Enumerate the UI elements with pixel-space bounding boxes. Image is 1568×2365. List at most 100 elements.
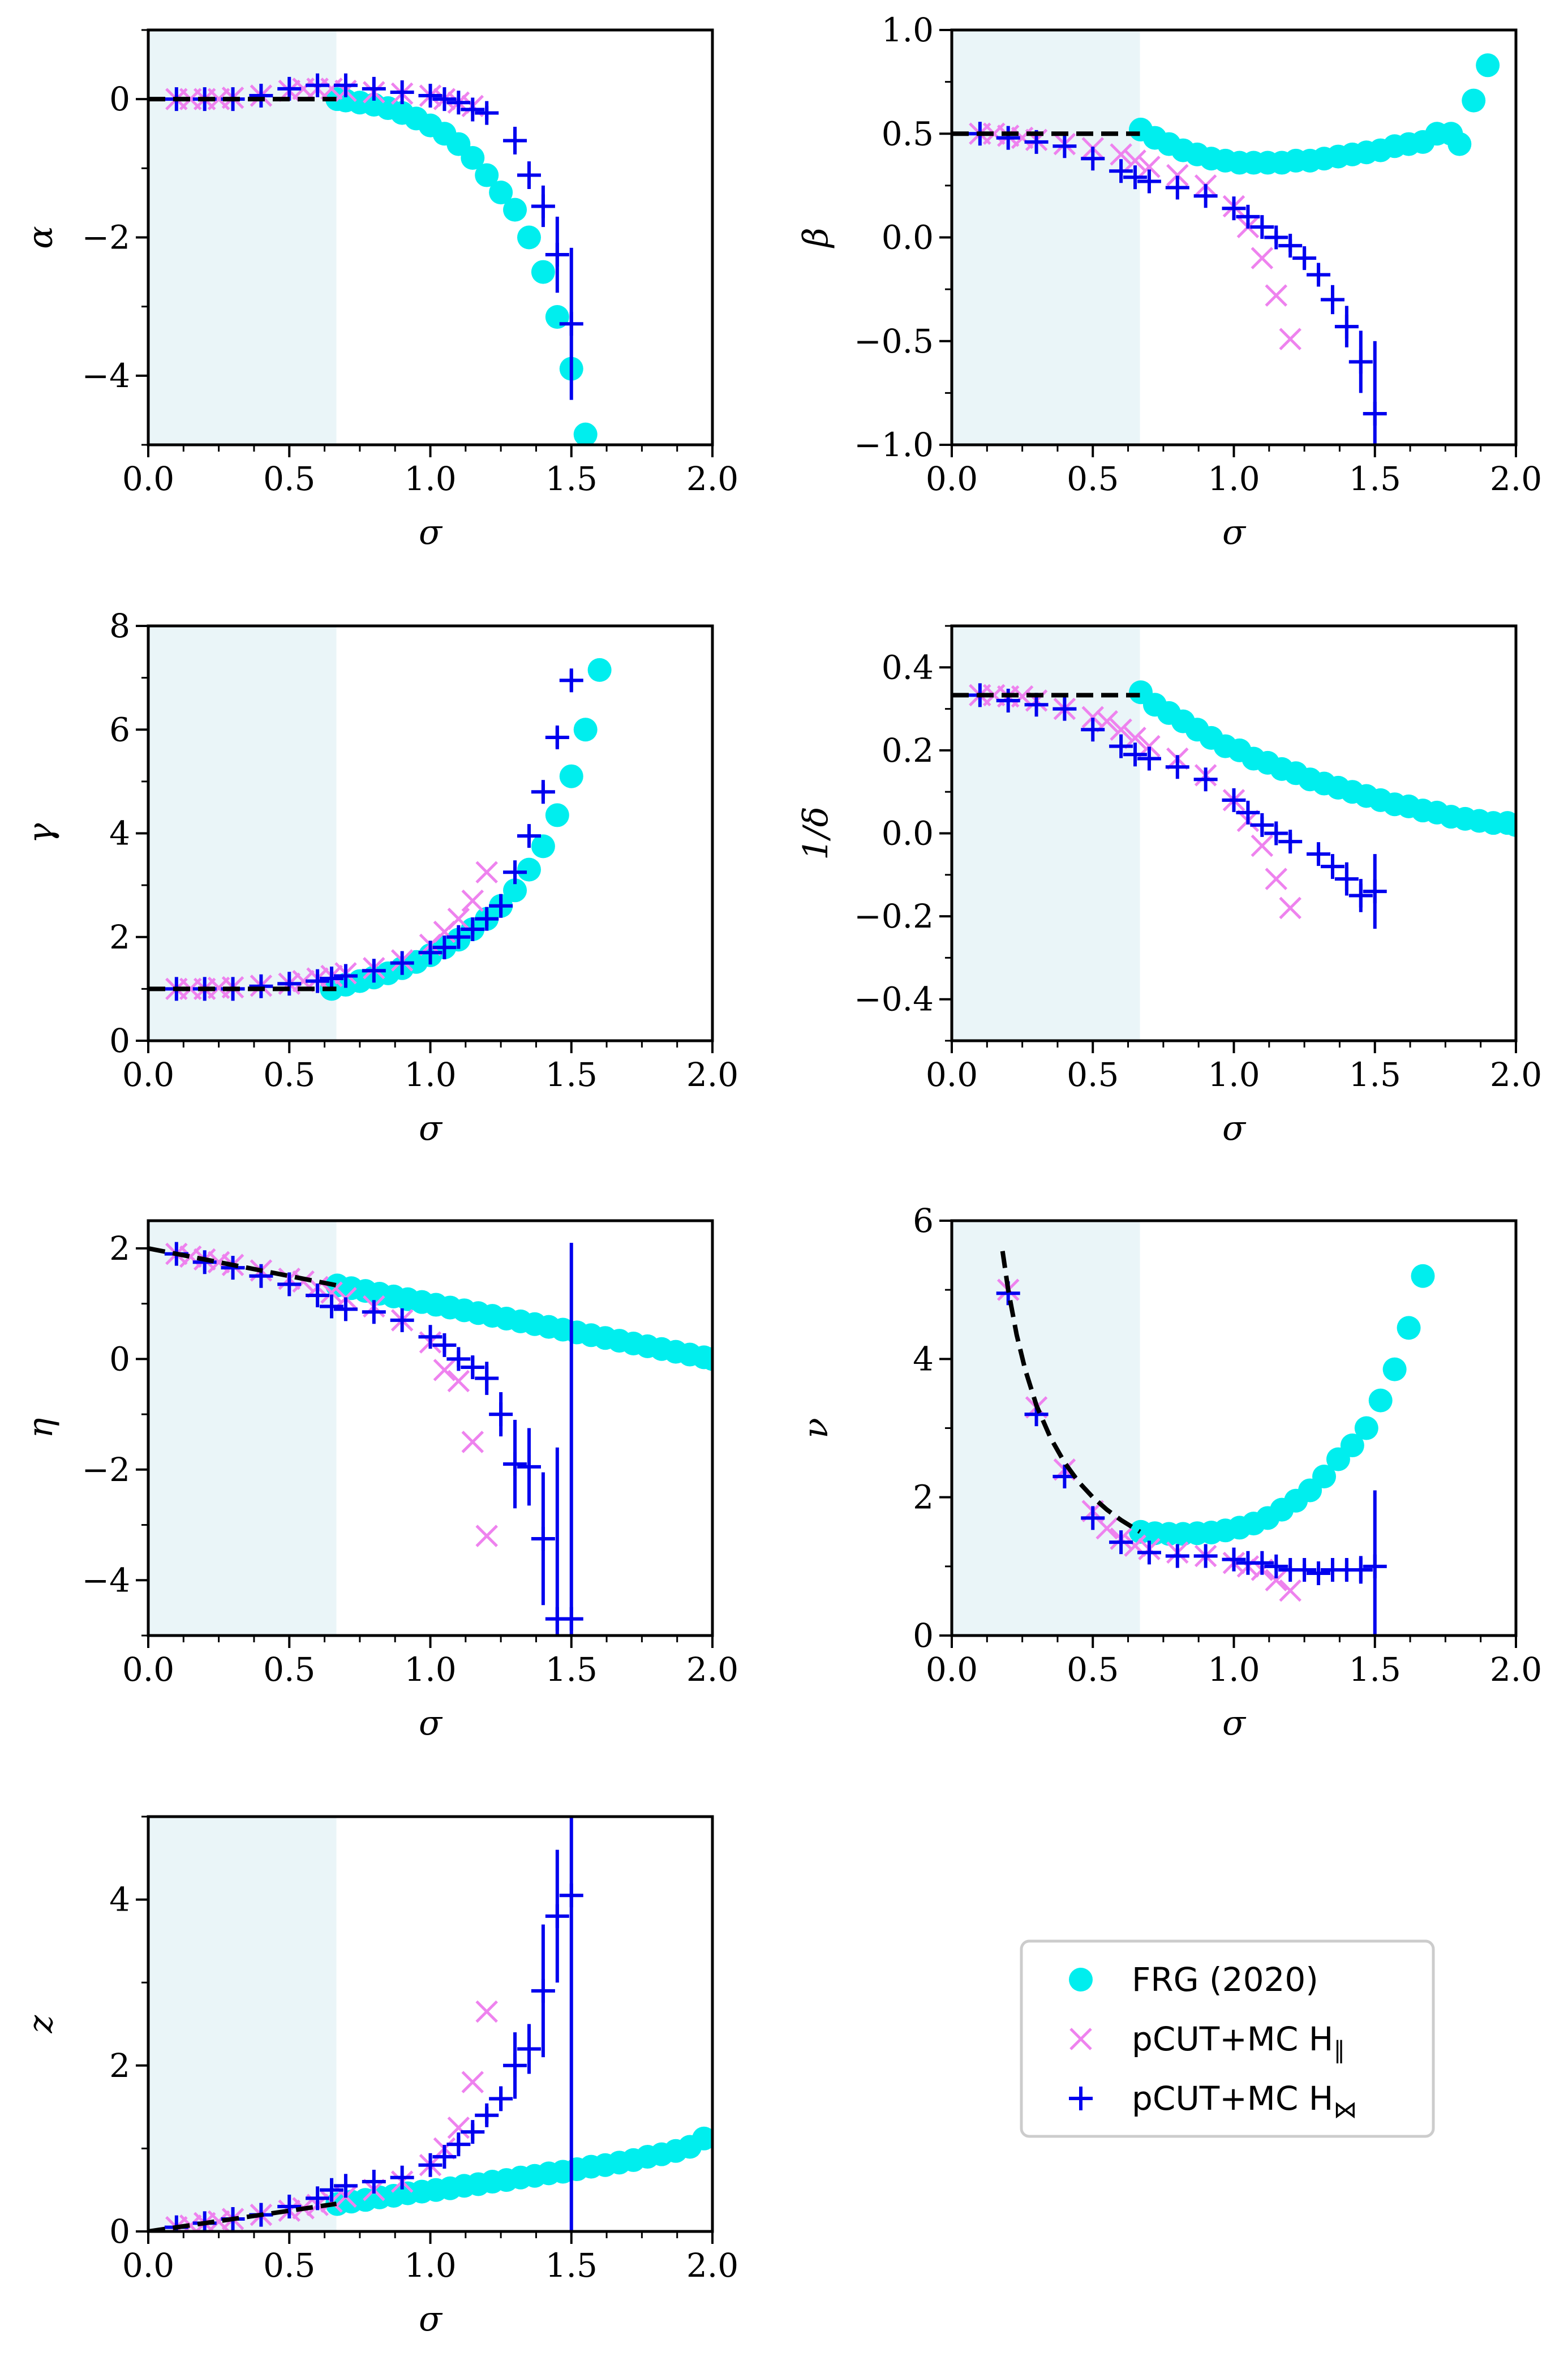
pcut-bowtie-point (249, 84, 273, 108)
frg-point (587, 658, 612, 682)
pcut-bowtie-point (1137, 746, 1161, 771)
pcut-bowtie-point (559, 668, 583, 693)
pcut-bowtie-point (1307, 842, 1331, 866)
x-axis-label: σ (419, 1109, 443, 1148)
pcut-par-point (475, 1525, 498, 1547)
frg-point (559, 764, 583, 788)
pcut-bowtie-point (1264, 225, 1288, 250)
pcut-bowtie-point (1250, 215, 1274, 239)
pcut-bowtie-point (517, 2037, 541, 2061)
pcut-bowtie-point (221, 1256, 245, 1280)
pcut-bowtie-point (333, 964, 358, 988)
x-tick-label: 1.0 (404, 2246, 456, 2285)
pcut-bowtie-point (1193, 1544, 1218, 1568)
pcut-bowtie-point (1278, 830, 1303, 854)
frg-point (692, 2126, 712, 2151)
pcut-bowtie-point (1193, 767, 1218, 792)
pcut-par-point (1279, 328, 1301, 350)
pcut-bowtie-point (1307, 1561, 1331, 1586)
pcut-bowtie-point (446, 925, 471, 949)
x-tick-label: 0.5 (263, 1650, 315, 1689)
y-tick-label: 0.4 (882, 648, 934, 686)
frg-point (517, 225, 541, 250)
pcut-bowtie-point (531, 1978, 555, 2003)
frg-point (475, 163, 499, 187)
pcut-par-point (1110, 143, 1132, 166)
frg-point (1476, 53, 1500, 78)
pcut-bowtie-point (1109, 1530, 1133, 1555)
x-tick-label: 0.0 (926, 460, 978, 498)
pcut-par-point (447, 907, 470, 930)
pcut-bowtie-point (461, 2120, 485, 2144)
y-tick-label: 4 (109, 1881, 130, 1919)
pcut-bowtie-point (1320, 287, 1344, 312)
plot-area (148, 1242, 712, 1636)
shaded-region (148, 626, 337, 1041)
pcut-bowtie-point (306, 969, 330, 993)
pcut-bowtie-point (517, 1454, 541, 1479)
y-axis-label: γ (21, 823, 61, 843)
pcut-bowtie-point (362, 76, 386, 101)
panel-gamma: 0.0 0.5 1.0 1.5 2.0 0 2 4 6 8 σ γ (21, 607, 738, 1148)
x-tick-label: 1.5 (1349, 460, 1401, 498)
x-axis-label: σ (1222, 513, 1247, 552)
frg-point (573, 718, 598, 742)
frg-point (489, 181, 513, 205)
panel-beta: 0.0 0.5 1.0 1.5 2.0 −1.0 −0.5 0.0 0.5 1.0 σ β (796, 11, 1542, 552)
pcut-bowtie-point (418, 1325, 443, 1349)
y-axis-label: η (21, 1418, 61, 1438)
frg-point (531, 834, 555, 859)
x-tick-label: 0.0 (122, 460, 174, 498)
y-tick-label: 0.0 (882, 814, 934, 853)
pcut-bowtie-point (559, 1883, 583, 1908)
pcut-bowtie-point (517, 824, 541, 848)
pcut-par-point (179, 2214, 202, 2231)
x-axis-label: σ (419, 2299, 443, 2339)
shaded-region (148, 1221, 337, 1636)
pcut-par-point (1096, 1517, 1118, 1540)
x-axis-label: σ (419, 513, 443, 552)
plot-area (996, 1251, 1435, 1636)
pcut-par-point (1279, 896, 1301, 920)
y-tick-label: 0 (109, 2212, 130, 2251)
frg-point (545, 803, 569, 827)
pcut-bowtie-point (475, 2103, 499, 2127)
pcut-bowtie-point (418, 84, 443, 108)
frg-point (503, 198, 527, 222)
y-axis-label: z (21, 2015, 61, 2033)
y-tick-label: 0 (109, 80, 130, 118)
pcut-bowtie-point (1222, 196, 1246, 221)
pcut-bowtie-point (1348, 350, 1373, 374)
frg-point (503, 878, 527, 903)
pcut-bowtie-point (1250, 1551, 1274, 1575)
pcut-bowtie-point (306, 2186, 330, 2211)
pcut-par-point (475, 2000, 498, 2023)
frg-point (1447, 132, 1472, 156)
pcut-par-point (292, 1270, 315, 1293)
pcut-bowtie-point (1222, 788, 1246, 812)
pcut-bowtie-point (1081, 147, 1105, 171)
y-tick-label: 2 (109, 2046, 130, 2085)
frg-point (461, 146, 485, 170)
y-tick-label: 6 (109, 710, 130, 749)
y-axis-label: α (21, 226, 61, 249)
y-tick-label: 0.0 (882, 218, 934, 257)
pcut-bowtie-point (545, 1904, 569, 1928)
pcut-bowtie-point (249, 974, 273, 998)
x-axis-label: σ (1222, 1703, 1247, 1743)
frg-point (701, 1347, 712, 1371)
pcut-bowtie-point (1236, 204, 1260, 229)
pcut-bowtie-point (503, 128, 527, 153)
x-tick-label: 1.0 (404, 1055, 456, 1094)
y-tick-label: 2 (109, 1229, 130, 1268)
pcut-bowtie-point (1278, 234, 1303, 258)
pcut-bowtie-point (1165, 175, 1189, 200)
pcut-bowtie-point (1292, 1557, 1317, 1582)
panel-nu: 0.0 0.5 1.0 1.5 2.0 0 2 4 6 σ ν (796, 1201, 1542, 1743)
x-tick-label: 1.5 (545, 460, 598, 498)
pcut-bowtie-point (1236, 800, 1260, 825)
y-tick-label: −4 (82, 1561, 131, 1599)
x-tick-label: 1.0 (404, 1650, 456, 1689)
pcut-par-point (320, 1281, 343, 1304)
pcut-bowtie-point (1363, 1554, 1387, 1578)
